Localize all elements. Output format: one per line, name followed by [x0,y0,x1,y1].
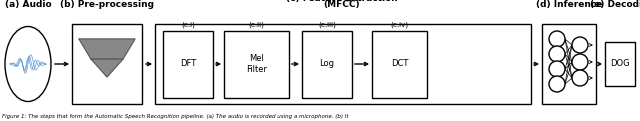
FancyBboxPatch shape [224,31,289,98]
Text: (c.i): (c.i) [181,22,195,28]
Text: DOG: DOG [610,60,630,68]
Text: (c.ii): (c.ii) [248,22,264,28]
Text: (d) Inference: (d) Inference [536,0,602,9]
Text: Log: Log [319,60,335,68]
Circle shape [549,76,565,92]
Circle shape [572,70,588,86]
Text: (b) Pre-processing: (b) Pre-processing [60,0,154,9]
Circle shape [572,37,588,53]
Ellipse shape [5,26,51,102]
Text: Mel
Filter: Mel Filter [246,54,267,74]
FancyBboxPatch shape [155,24,531,104]
Circle shape [549,61,565,77]
Text: (c.iv): (c.iv) [390,22,408,28]
FancyBboxPatch shape [372,31,427,98]
FancyBboxPatch shape [163,31,213,98]
Polygon shape [91,59,123,77]
Text: DCT: DCT [391,60,408,68]
Circle shape [549,31,565,47]
FancyBboxPatch shape [542,24,596,104]
FancyBboxPatch shape [302,31,352,98]
Text: (c.iii): (c.iii) [318,22,336,28]
Text: (e) Decoding: (e) Decoding [589,0,640,9]
Text: (a) Audio: (a) Audio [4,0,51,9]
Text: (MFCC): (MFCC) [324,0,360,9]
Circle shape [572,54,588,70]
Text: DFT: DFT [180,60,196,68]
Text: (c) Feature Extraction: (c) Feature Extraction [286,0,398,3]
Text: Figure 1: The steps that form the Automatic Speech Recognition pipeline. (a) The: Figure 1: The steps that form the Automa… [2,114,349,119]
FancyBboxPatch shape [72,24,142,104]
Circle shape [549,46,565,62]
FancyBboxPatch shape [605,42,635,86]
Polygon shape [79,39,135,59]
